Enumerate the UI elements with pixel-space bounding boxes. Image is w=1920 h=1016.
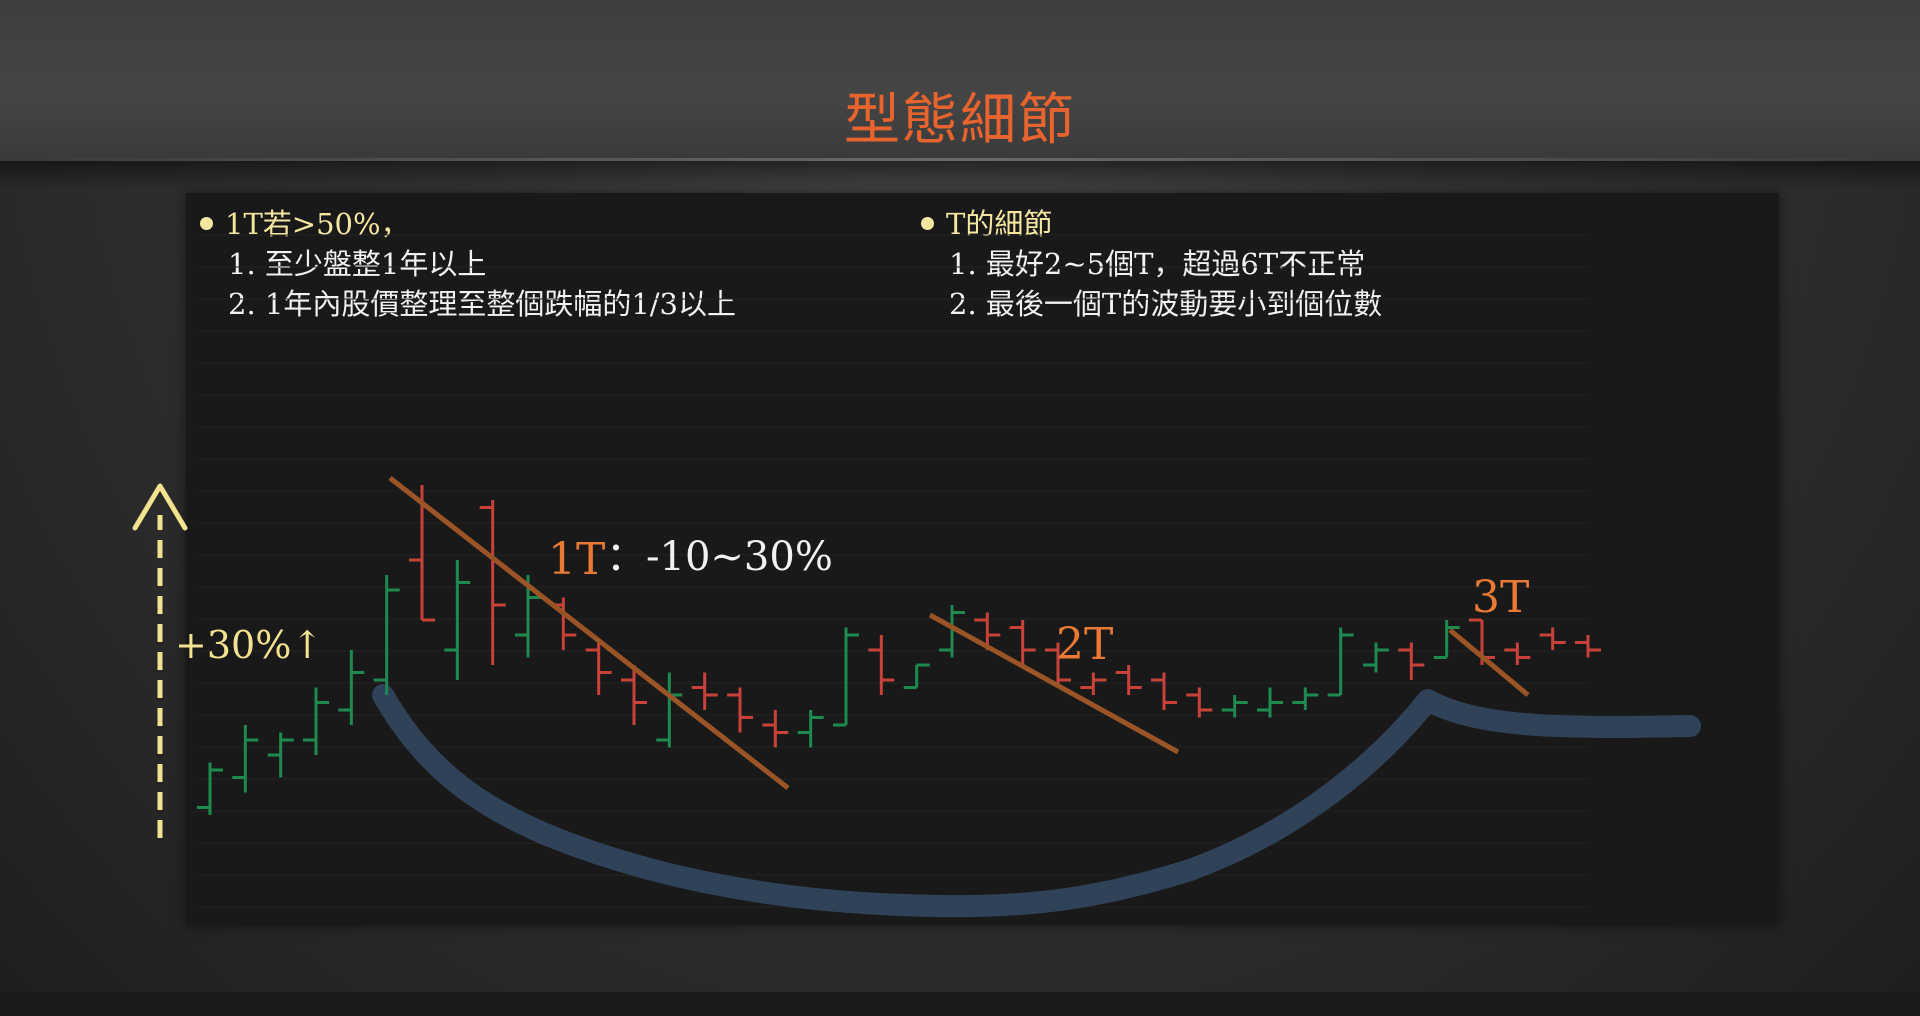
- ohlc-bar: [868, 635, 895, 695]
- trendline-1t: [388, 476, 790, 790]
- ohlc-bar: [1257, 687, 1283, 718]
- notes-left: 1T若>50%， 1. 至少盤整1年以上 2. 1年內股價整理至整個跌幅的1/3…: [200, 204, 736, 324]
- ohlc-bar: [1327, 627, 1354, 697]
- ohlc-bar: [585, 642, 612, 695]
- ohlc-bar: [338, 650, 365, 725]
- ohlc-bar: [1080, 672, 1107, 695]
- ohlc-bar: [1575, 635, 1601, 658]
- ohlc-bar: [373, 575, 400, 695]
- ohlc-bar: [515, 575, 541, 658]
- ohlc-bar: [974, 612, 1001, 650]
- ohlc-bar: [1398, 642, 1425, 680]
- ohlc-bar: [727, 687, 753, 733]
- t2-label: 2T: [1056, 619, 1113, 670]
- ohlc-bar: [1363, 642, 1389, 673]
- ohlc-bar: [1186, 687, 1213, 718]
- rise-label: +30%↑: [175, 623, 323, 667]
- notes-right: T的細節 1. 最好2~5個T，超過6T不正常 2. 最後一個T的波動要小到個位…: [921, 204, 1382, 324]
- ohlc-bar: [1045, 642, 1071, 688]
- notes-left-item: 2. 1年內股價整理至整個跌幅的1/3以上: [228, 287, 737, 321]
- ohlc-bar: [479, 500, 506, 665]
- chart-panel: [186, 193, 1779, 925]
- t1-range-label: ：-10~30%: [606, 534, 833, 580]
- ohlc-bar: [833, 627, 859, 727]
- cup-curve: [372, 684, 1701, 918]
- ohlc-bar: [939, 605, 965, 658]
- slide-title: 型態細節: [844, 88, 1076, 153]
- t1-label: 1T: [548, 534, 605, 585]
- ohlc-bar: [762, 710, 789, 748]
- t3-label: 3T: [1472, 572, 1529, 623]
- trendline-3t: [1448, 628, 1530, 697]
- ohlc-bar: [1009, 620, 1036, 665]
- ohlc-bar: [1504, 642, 1531, 665]
- ohlc-bar: [691, 672, 718, 710]
- ohlc-bar: [656, 672, 683, 748]
- notes-right-item: 2. 最後一個T的波動要小到個位數: [949, 287, 1383, 321]
- ohlc-bars: [197, 485, 1601, 815]
- trendline-2t: [928, 612, 1180, 755]
- notes-left-item: 1. 至少盤整1年以上: [228, 247, 487, 281]
- ohlc-bar: [303, 687, 329, 755]
- ohlc-bar: [1115, 665, 1142, 695]
- ohlc-bar: [232, 725, 259, 793]
- ohlc-bar: [444, 560, 471, 680]
- bottom-strip: [0, 992, 1920, 1016]
- title-band: [0, 0, 1920, 160]
- ohlc-bar: [1539, 627, 1566, 650]
- ohlc-bar: [1292, 687, 1319, 710]
- title-divider: [0, 158, 1920, 161]
- notes-right-item: 1. 最好2~5個T，超過6T不正常: [949, 247, 1366, 281]
- chart-grid: [196, 234, 1590, 908]
- ohlc-bar: [1433, 620, 1460, 659]
- title-shadow: [0, 161, 1920, 189]
- ohlc-bar: [409, 485, 435, 622]
- ohlc-bar: [797, 710, 824, 748]
- ohlc-bar: [1151, 672, 1177, 710]
- up-arrow-icon: [132, 483, 188, 838]
- bullet-dot-icon: [921, 216, 934, 230]
- ohlc-bar: [621, 665, 647, 725]
- ohlc-bar: [903, 663, 930, 689]
- ohlc-bar: [197, 762, 223, 815]
- bullet-dot-icon: [200, 216, 213, 230]
- ohlc-bar: [267, 732, 294, 778]
- ohlc-bar: [1221, 695, 1248, 718]
